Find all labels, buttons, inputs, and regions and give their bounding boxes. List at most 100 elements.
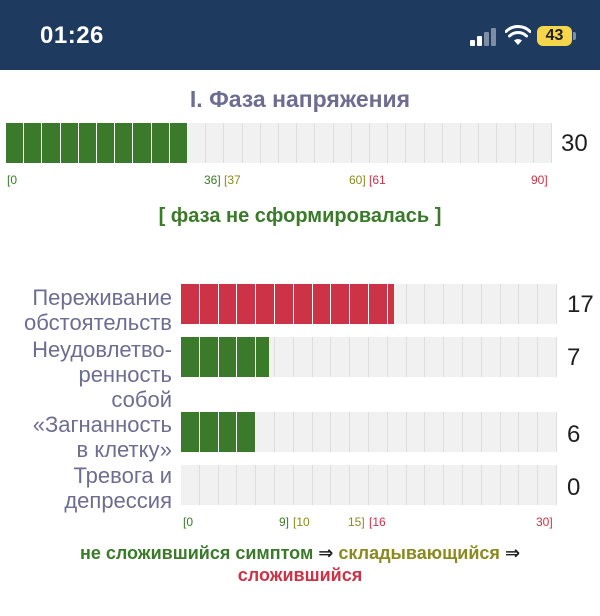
symptom-bar-track-segment [219,465,238,505]
symptom-bar-track-segment [407,412,426,452]
symptom-value-trapped: 6 [567,421,581,448]
symptom-bar-circumstances [181,284,557,324]
symptom-bar-track-segment [313,337,332,377]
symptom-bar-track-segment [369,465,388,505]
symptom-bar-track-segment [482,465,501,505]
symptom-bar-track-segment [519,465,539,505]
symptom-bar-track-segment [482,412,501,452]
phase-bar-track-segment [315,123,334,163]
symptom-bar-track-segment [463,284,482,324]
symptom-bar-track-segment [331,337,351,377]
symptom-bar-track-segment [501,337,520,377]
phase-bar-track-segment [243,123,261,163]
symptom-bar-fill-segment [219,337,238,377]
phase-title: I. Фаза напряжения [189,86,411,112]
status-time: 01:26 [40,22,104,49]
symptom-label-self-dissatisfaction: Неудовлетво- ренность собой [32,337,172,412]
symptom-bar-fill [181,337,269,377]
symptom-bar-track-segment [350,337,369,377]
symptom-bar-track-segment [388,284,407,324]
symptom-bar-track-segment [237,465,257,505]
symptom-label-trapped: «Загнанность в клетку» [32,412,172,462]
symptom-tick-15: 15] [348,515,365,529]
symptom-bar-fill-segment [181,337,200,377]
symptom-bar-track-segment [388,337,407,377]
symptom-bar-track-segment [425,337,445,377]
phase-bar-fill-segment [133,123,152,163]
phase-bar-fill-segment [24,123,43,163]
symptom-bar-track-segment [369,337,388,377]
symptom-bar-track-segment [501,412,520,452]
legend-formed: сложившийся [237,565,363,585]
symptom-bar-track-segment [294,337,313,377]
phase-tick-60: 60] [349,173,366,187]
symptom-bar-track-segment [444,465,463,505]
symptom-bar-fill-segment [256,337,269,377]
phase-bar-fill-segment [42,123,61,163]
symptom-value-circumstances: 17 [567,291,594,318]
phase-bar-track-segment [461,123,480,163]
symptom-bar-track-segment [444,337,463,377]
symptom-bar-track-segment [444,412,463,452]
symptom-bar-fill-segment [237,284,257,324]
symptom-bar-track-segment [538,465,557,505]
symptom-bar-track-segment [256,412,275,452]
phase-bar-track-segment [425,123,443,163]
symptom-bar-track-segment [407,465,426,505]
symptom-bar-track-segment [275,465,294,505]
signal-icon [470,28,500,46]
symptom-bar-track-segment [275,412,294,452]
wifi-icon [505,25,531,45]
symptom-bar-fill-segment [181,412,200,452]
symptom-bar-track-segment [275,337,294,377]
symptom-bar-track-segment [463,465,482,505]
symptom-bar-anxiety [181,465,557,505]
symptom-bar-track-segment [463,412,482,452]
phase-tick-90: 90] [531,173,548,187]
symptom-bar-track-segment [407,337,426,377]
phase-bar-track-segment [497,123,516,163]
symptom-bar-fill [181,284,395,324]
symptom-bar-trapped [181,412,557,452]
symptom-bar-fill-segment [331,284,351,324]
battery-icon: 43 [537,26,572,46]
phase-bar-track-segment [388,123,407,163]
phase-bar-track-segment [334,123,352,163]
symptom-bar-track-segment [444,284,463,324]
symptom-bar-track-segment [313,412,332,452]
symptom-bar-fill-segment [275,284,294,324]
symptom-bar-track-segment [538,337,557,377]
symptom-bar-self-dissatisfaction [181,337,557,377]
phase-value: 30 [561,130,588,157]
symptom-bar-track-segment [181,465,200,505]
phase-tick-36: 36] [204,173,221,187]
symptom-bar-track-segment [313,465,332,505]
legend-arrow-1: ⇒ [318,543,334,563]
symptom-label-anxiety: Тревога и депрессия [64,463,172,513]
symptom-tick-10: [10 [293,515,310,529]
phase-bar [6,123,552,163]
phase-bar-fill-segment [97,123,116,163]
symptom-bar-track-segment [200,465,219,505]
phase-tick-61: [61 [369,173,386,187]
symptom-bar-track-segment [501,284,520,324]
symptom-bar-track-segment [519,337,539,377]
symptom-bar-track-segment [425,412,445,452]
symptom-bar-track-segment [425,465,445,505]
phase-bar-track-segment [261,123,279,163]
symptom-tick-30: 30] [536,515,553,529]
symptom-bar-fill-segment [237,412,257,452]
symptom-bar-track-segment [350,412,369,452]
symptom-bar-fill-segment [294,284,313,324]
symptom-bar-fill-segment [181,284,200,324]
symptom-bar-track-segment [350,465,369,505]
phase-bar-track-segment [516,123,534,163]
symptom-bar-track-segment [538,284,557,324]
phase-bar-track-segment [352,123,370,163]
phase-bar-track-segment [224,123,243,163]
phase-bar-track-segment [279,123,298,163]
symptom-tick-9: 9] [279,515,290,529]
symptom-label-circumstances: Переживание обстоятельств [24,285,172,335]
symptom-bar-fill-segment [200,337,219,377]
symptom-bar-track-segment [538,412,557,452]
